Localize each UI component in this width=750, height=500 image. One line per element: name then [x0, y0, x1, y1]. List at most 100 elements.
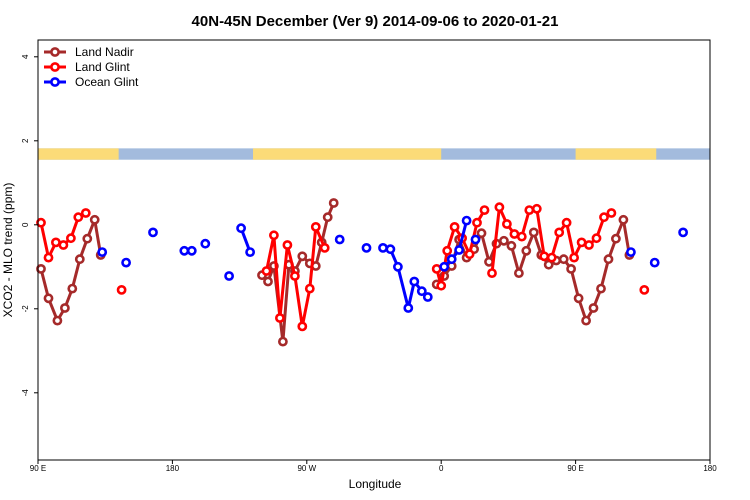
data-point — [611, 233, 621, 244]
data-point — [416, 286, 427, 297]
data-point — [51, 237, 61, 248]
y-tick-label: 0 — [21, 222, 30, 227]
data-point — [539, 251, 550, 262]
data-point — [121, 257, 131, 268]
y-tick-label: 4 — [21, 54, 30, 59]
data-point — [442, 245, 453, 256]
data-point — [506, 240, 517, 251]
data-point — [148, 227, 158, 238]
legend-item: Land Nadir — [44, 45, 134, 59]
land-strip-segment — [575, 148, 657, 160]
plot-series — [36, 198, 688, 347]
data-point — [649, 257, 660, 268]
data-point — [569, 252, 579, 263]
data-point — [521, 245, 532, 256]
data-point — [82, 233, 93, 244]
x-axis-label: Longitude — [349, 477, 402, 491]
data-point — [461, 215, 472, 226]
data-point — [186, 245, 197, 256]
data-point — [328, 198, 339, 208]
legend-marker — [50, 47, 60, 57]
data-point — [319, 242, 330, 253]
data-point — [487, 268, 497, 278]
series-ocean-glint — [97, 215, 688, 313]
data-point — [618, 214, 629, 225]
data-point — [297, 321, 308, 332]
data-point — [584, 240, 594, 250]
data-point — [479, 205, 490, 215]
data-point — [554, 227, 565, 238]
data-point — [43, 252, 54, 263]
data-point — [261, 266, 272, 276]
data-point — [236, 223, 246, 234]
data-point — [43, 293, 54, 304]
data-point — [52, 315, 63, 326]
x-tick-label: 0 — [439, 464, 444, 473]
data-point — [464, 249, 475, 260]
data-point — [36, 263, 46, 274]
y-axis: 4 2 0 -2 -4 — [21, 54, 38, 396]
data-point — [268, 230, 279, 241]
data-point — [516, 231, 527, 242]
legend-marker — [50, 77, 60, 87]
data-point — [58, 240, 69, 250]
data-point — [97, 247, 108, 257]
x-tick-label: 90 E — [567, 464, 583, 473]
data-point — [304, 283, 315, 294]
data-point — [639, 284, 650, 295]
data-point — [431, 263, 442, 274]
data-point — [566, 263, 576, 274]
data-point — [392, 261, 403, 272]
data-point — [282, 240, 293, 250]
data-point — [454, 245, 464, 255]
land-ocean-bar — [38, 148, 710, 160]
data-point — [403, 303, 414, 313]
data-point — [334, 234, 345, 245]
data-point — [588, 303, 599, 313]
data-point — [528, 227, 539, 238]
data-point — [310, 221, 321, 232]
legend-label: Land Nadir — [75, 45, 134, 59]
legend-label: Land Glint — [75, 60, 130, 74]
data-point — [67, 283, 78, 294]
data-point — [449, 221, 460, 232]
data-point — [558, 254, 569, 265]
y-axis-label: XCO2 - MLO trend (ppm) — [1, 183, 15, 318]
data-point — [531, 203, 542, 214]
data-point — [498, 235, 509, 246]
data-point — [277, 336, 288, 347]
data-point — [80, 208, 91, 218]
data-point — [678, 227, 688, 238]
data-point — [289, 271, 300, 281]
land-strip-segment — [38, 148, 119, 160]
data-point — [546, 252, 557, 263]
data-point — [116, 284, 127, 295]
land-strip-segment — [253, 148, 442, 160]
data-point — [60, 303, 70, 313]
data-point — [409, 276, 420, 287]
data-point — [494, 202, 505, 213]
data-point — [36, 217, 46, 228]
legend-label: Ocean Glint — [75, 75, 139, 89]
series-land-nadir — [36, 198, 635, 347]
x-tick-label: 180 — [703, 464, 717, 473]
series-line — [443, 220, 469, 268]
data-point — [476, 228, 487, 239]
data-point — [524, 205, 535, 215]
data-point — [200, 238, 211, 249]
data-point — [599, 212, 609, 223]
data-point — [573, 293, 584, 304]
data-point — [591, 233, 602, 244]
data-point — [245, 247, 255, 257]
data-point — [274, 313, 285, 323]
data-point — [606, 208, 617, 218]
data-point — [74, 254, 85, 265]
data-point — [501, 219, 512, 229]
data-point — [224, 271, 234, 281]
y-tick-label: 2 — [21, 138, 30, 143]
legend-item: Ocean Glint — [44, 75, 139, 89]
legend-marker — [50, 62, 60, 72]
data-point — [472, 217, 482, 228]
x-tick-label: 180 — [166, 464, 180, 473]
